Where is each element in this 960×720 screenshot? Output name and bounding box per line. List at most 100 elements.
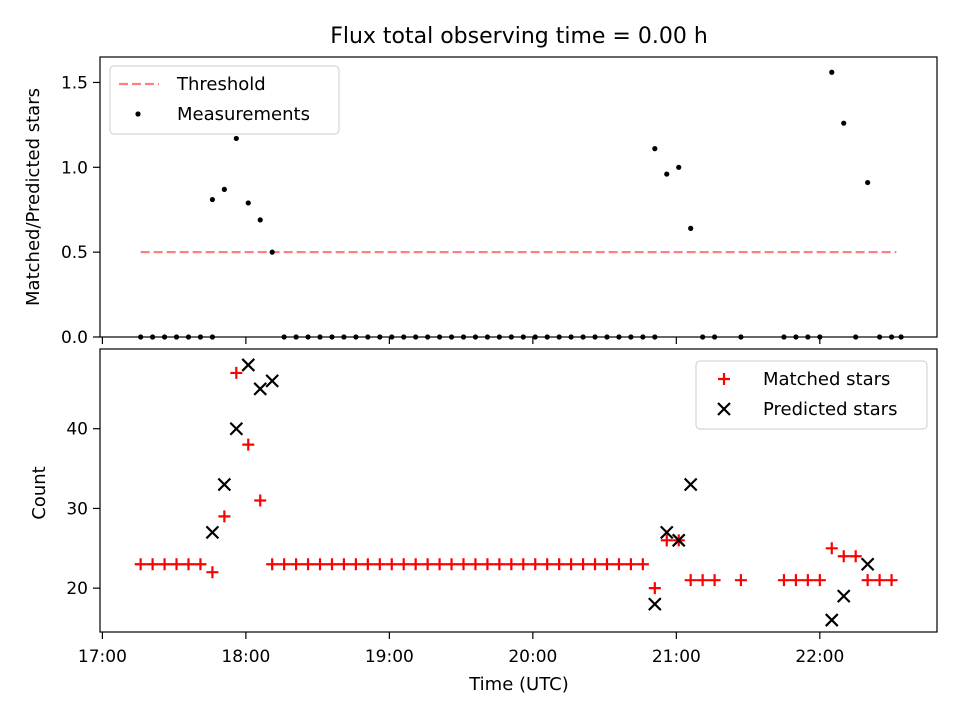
matched-stars-point bbox=[433, 558, 446, 571]
predicted-stars-point bbox=[229, 421, 244, 436]
top-legend-box bbox=[109, 65, 340, 135]
top-plot-frame bbox=[99, 56, 938, 338]
predicted-stars-point bbox=[860, 557, 875, 572]
matched-stars-point bbox=[194, 558, 207, 571]
matched-stars-point bbox=[409, 558, 422, 571]
predicted-stars-point bbox=[217, 477, 232, 492]
matched-stars-point bbox=[708, 574, 721, 587]
plot-layer: 0.0 0.5 1.0 1.5 Threshold Measurements 20 30 40 1… bbox=[61, 56, 938, 667]
matched-stars-point bbox=[182, 558, 195, 571]
matched-stars-point bbox=[397, 558, 410, 571]
matched-stars-point bbox=[636, 558, 649, 571]
legend-measurements-swatch bbox=[135, 111, 141, 117]
matched-stars-point bbox=[134, 558, 147, 571]
matched-stars-point bbox=[170, 558, 183, 571]
x-tick-label: 19:00 bbox=[365, 647, 414, 667]
predicted-stars-point bbox=[824, 613, 839, 627]
matched-stars-point bbox=[624, 558, 637, 571]
measurements-point bbox=[664, 171, 670, 177]
measurements-point bbox=[865, 179, 871, 186]
legend-predicted-swatch bbox=[717, 402, 731, 416]
matched-stars-point bbox=[696, 574, 709, 587]
matched-stars-point bbox=[445, 558, 458, 571]
matched-stars-point bbox=[517, 558, 530, 571]
top-y-axis-label: Matched/Predicted stars bbox=[23, 88, 44, 306]
legend-label: Threshold bbox=[176, 74, 266, 95]
matched-stars-point bbox=[206, 566, 219, 579]
matched-stars-point bbox=[146, 558, 159, 571]
chart-title: Flux total observing time = 0.00 h bbox=[330, 24, 708, 49]
matched-stars-point bbox=[813, 574, 826, 587]
matched-stars-point bbox=[589, 558, 602, 571]
x-tick-label: 21:00 bbox=[652, 647, 701, 667]
predicted-stars-point bbox=[241, 358, 256, 372]
top-y-tick-label: 1.0 bbox=[61, 158, 88, 178]
predicted-stars-point bbox=[671, 533, 686, 548]
predicted-stars-point bbox=[683, 477, 698, 492]
matched-stars-point bbox=[373, 558, 386, 571]
matched-stars-point bbox=[278, 558, 291, 571]
matched-stars-point bbox=[789, 574, 802, 587]
matched-stars-point bbox=[873, 574, 886, 587]
predicted-stars-point bbox=[253, 382, 268, 396]
matched-stars-point bbox=[777, 574, 790, 587]
measurements-point bbox=[233, 135, 239, 142]
matched-stars-point bbox=[493, 558, 506, 571]
matched-stars-point bbox=[553, 558, 566, 571]
matched-stars-point bbox=[469, 558, 482, 571]
matched-stars-point bbox=[565, 558, 578, 571]
matched-stars-point bbox=[861, 574, 874, 587]
matched-stars-point bbox=[541, 558, 554, 571]
matched-stars-point bbox=[885, 574, 898, 587]
matched-stars-point bbox=[385, 558, 398, 571]
matched-stars-point bbox=[349, 558, 362, 571]
bottom-y-tick-label: 40 bbox=[66, 420, 88, 440]
bottom-plot-frame bbox=[99, 348, 938, 633]
matched-stars-point bbox=[314, 558, 327, 571]
measurements-point bbox=[841, 120, 847, 126]
x-tick-label: 22:00 bbox=[795, 647, 844, 667]
legend-label: Predicted stars bbox=[763, 399, 897, 420]
measurements-point bbox=[652, 146, 658, 152]
top-y-tick-label: 1.5 bbox=[61, 73, 88, 93]
matched-stars-point bbox=[290, 558, 303, 571]
measurements-point bbox=[829, 69, 835, 75]
predicted-stars-point bbox=[265, 374, 279, 388]
measurements-point bbox=[209, 196, 215, 203]
x-tick-label: 20:00 bbox=[508, 647, 557, 667]
matched-stars-point bbox=[158, 558, 171, 571]
predicted-stars-point bbox=[836, 589, 851, 603]
x-tick-label: 17:00 bbox=[78, 647, 127, 667]
matched-stars-point bbox=[218, 510, 231, 523]
matched-stars-point bbox=[361, 558, 374, 571]
measurements-point bbox=[257, 217, 263, 223]
matched-stars-point bbox=[612, 558, 625, 571]
matched-stars-point bbox=[684, 574, 697, 587]
matched-stars-point bbox=[648, 582, 661, 595]
measurements-point bbox=[221, 186, 227, 192]
matched-stars-point bbox=[242, 438, 255, 451]
matched-stars-point bbox=[660, 534, 673, 547]
legend-matched-swatch bbox=[718, 373, 730, 385]
matched-stars-point bbox=[801, 574, 814, 587]
measurements-point bbox=[245, 200, 251, 206]
measurements-point bbox=[269, 249, 275, 255]
bottom-y-axis-label: Count bbox=[29, 466, 50, 519]
matched-stars-point bbox=[825, 542, 838, 555]
matched-stars-point bbox=[230, 366, 243, 379]
matched-stars-point bbox=[266, 558, 279, 571]
bottom-y-tick-label: 30 bbox=[66, 499, 88, 519]
matched-stars-point bbox=[577, 558, 590, 571]
x-tick-label: 18:00 bbox=[221, 647, 270, 667]
matched-stars-point bbox=[849, 550, 862, 563]
matched-stars-point bbox=[421, 558, 434, 571]
legend-label: Matched stars bbox=[763, 369, 890, 390]
matched-stars-point bbox=[837, 550, 850, 563]
matched-stars-point bbox=[337, 558, 350, 571]
top-y-tick-label: 0.5 bbox=[61, 243, 88, 263]
matched-stars-point bbox=[481, 558, 494, 571]
measurements-point bbox=[688, 225, 694, 231]
matched-stars-point bbox=[734, 574, 747, 587]
matched-stars-point bbox=[457, 558, 470, 571]
